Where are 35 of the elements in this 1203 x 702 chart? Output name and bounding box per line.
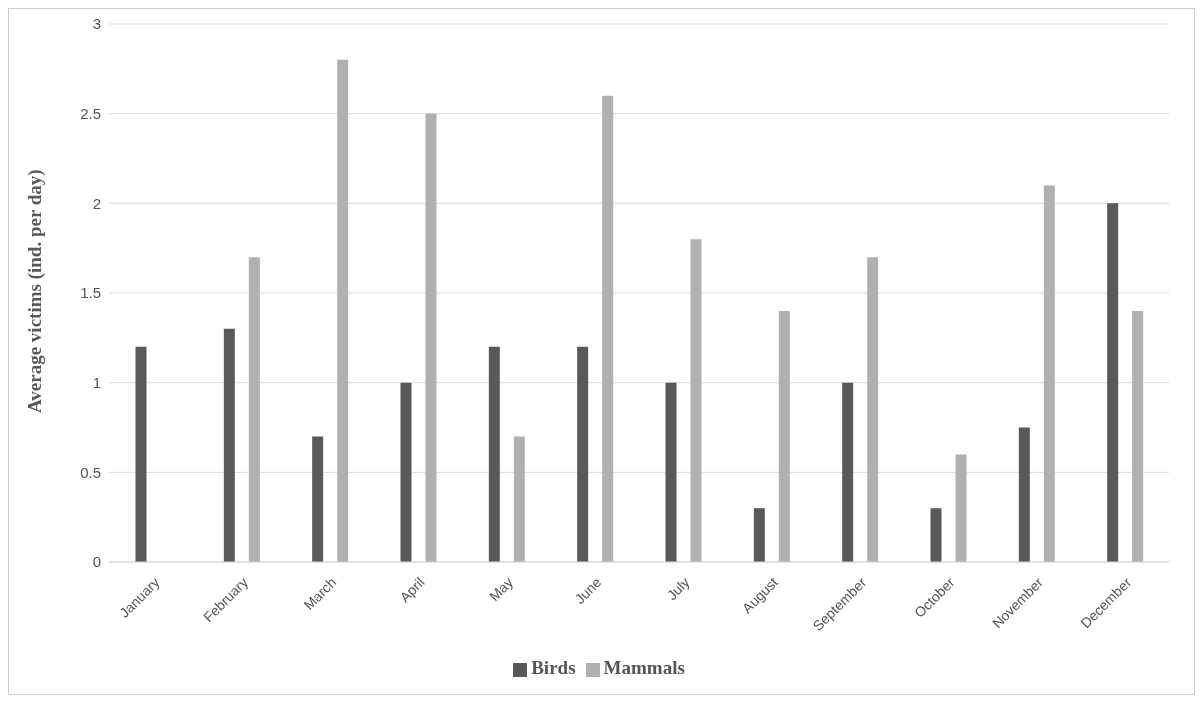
bar: [867, 257, 879, 562]
bar: [337, 59, 349, 562]
bar: [1043, 185, 1055, 562]
bar: [488, 346, 500, 562]
bar: [135, 346, 147, 562]
bar: [690, 239, 702, 562]
y-tick-label: 1: [92, 373, 101, 391]
y-tick-label: 0: [92, 553, 101, 571]
bar: [312, 436, 324, 562]
bar: [930, 508, 942, 562]
bar: [577, 346, 589, 562]
bar: [665, 382, 677, 562]
y-tick-label: 3: [92, 15, 101, 33]
bar: [400, 382, 412, 562]
legend-label: Birds: [531, 657, 576, 678]
y-tick-label: 2: [92, 194, 101, 212]
y-axis-title: Average victims (ind. per day): [23, 169, 46, 413]
bar: [602, 95, 614, 562]
bar: [425, 113, 437, 562]
bar: [1107, 203, 1119, 562]
bar: [778, 310, 790, 562]
bar: [248, 257, 260, 562]
legend-label: Mammals: [603, 657, 685, 678]
y-tick-label: 1.5: [80, 284, 101, 302]
x-tick-label: May: [485, 574, 516, 605]
x-tick-label: July: [663, 574, 693, 604]
bar: [1132, 310, 1144, 562]
bar: [753, 508, 765, 562]
bar: [955, 454, 967, 562]
bar: [1018, 427, 1030, 562]
y-tick-label: 2.5: [80, 104, 101, 122]
bar: [513, 436, 525, 562]
bar: [223, 328, 235, 562]
bar: [842, 382, 854, 562]
y-tick-label: 0.5: [80, 463, 101, 481]
